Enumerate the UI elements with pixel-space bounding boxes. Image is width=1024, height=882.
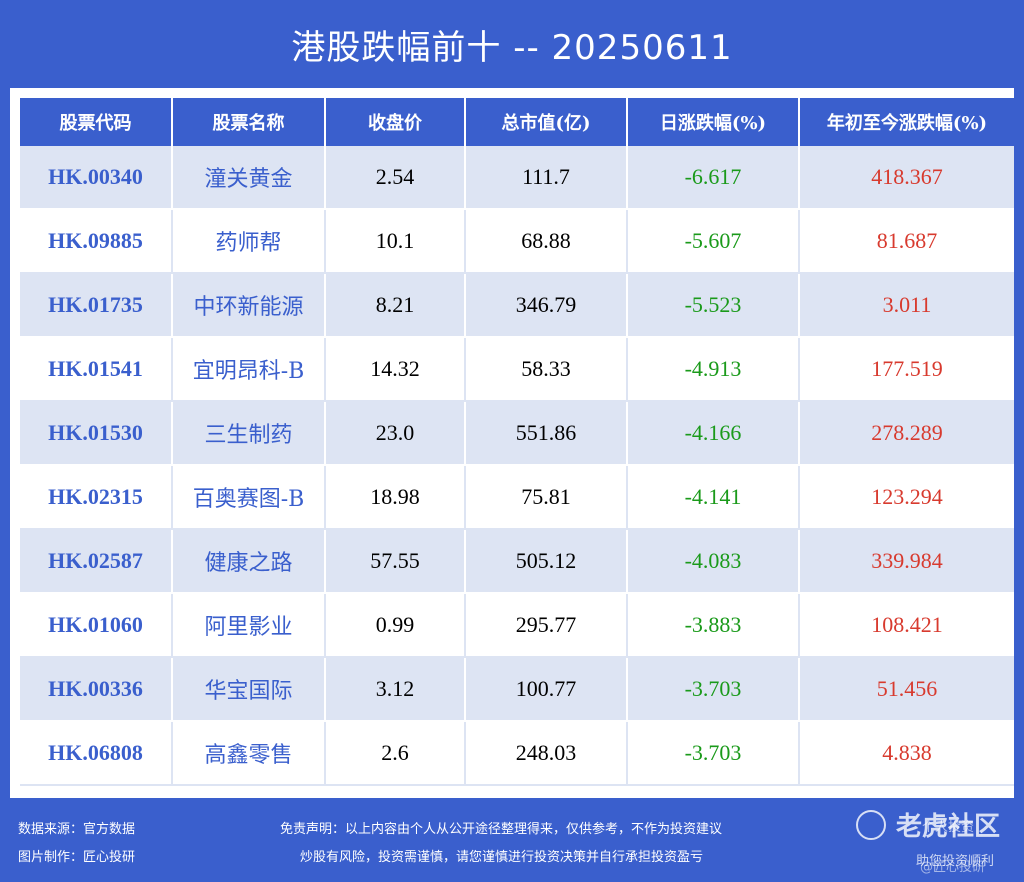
- stock-code: HK.02315: [20, 466, 173, 530]
- ytd-change: 418.367: [800, 146, 1014, 210]
- table-row: HK.06808 高鑫零售 2.6 248.03 -3.703 4.838: [20, 722, 1014, 786]
- disclaimer-line-1: 免责声明：以上内容由个人从公开途径整理得来，仅供参考，不作为投资建议: [280, 822, 723, 837]
- column-header-name: 股票名称: [173, 98, 326, 146]
- close-price: 23.0: [326, 402, 466, 466]
- stock-name: 阿里影业: [173, 594, 326, 658]
- table-row: HK.01541 宜明昂科-B 14.32 58.33 -4.913 177.5…: [20, 338, 1014, 402]
- stock-code: HK.01735: [20, 274, 173, 338]
- ytd-change: 108.421: [800, 594, 1014, 658]
- day-change: -4.913: [628, 338, 800, 402]
- close-price: 18.98: [326, 466, 466, 530]
- market-cap: 505.12: [466, 530, 628, 594]
- day-change: -5.607: [628, 210, 800, 274]
- stock-code: HK.01541: [20, 338, 173, 402]
- watermark-subtext: 个人投资: [922, 820, 975, 835]
- ytd-change: 123.294: [800, 466, 1014, 530]
- market-cap: 551.86: [466, 402, 628, 466]
- tiger-logo-icon: [856, 810, 886, 840]
- page-title: 港股跌幅前十 -- 20250611: [291, 27, 733, 68]
- disclaimer-line-2: 炒股有风险，投资需谨慎，请您谨慎进行投资决策并自行承担投资盈亏: [300, 850, 704, 865]
- watermark: 个人投资 老虎社区 助您投资顺利 @匠心投研: [856, 804, 1016, 875]
- ytd-change: 81.687: [800, 210, 1014, 274]
- day-change: -3.883: [628, 594, 800, 658]
- market-cap: 68.88: [466, 210, 628, 274]
- table-row: HK.02315 百奥赛图-B 18.98 75.81 -4.141 123.2…: [20, 466, 1014, 530]
- stock-name: 高鑫零售: [173, 722, 326, 786]
- watermark-slogan: 助您投资顺利: [916, 854, 995, 869]
- stock-code: HK.01530: [20, 402, 173, 466]
- close-price: 8.21: [326, 274, 466, 338]
- stock-name: 三生制药: [173, 402, 326, 466]
- day-change: -3.703: [628, 658, 800, 722]
- stock-name: 潼关黄金: [173, 146, 326, 210]
- ytd-change: 177.519: [800, 338, 1014, 402]
- day-change: -5.523: [628, 274, 800, 338]
- stock-code: HK.00336: [20, 658, 173, 722]
- market-cap: 58.33: [466, 338, 628, 402]
- close-price: 2.54: [326, 146, 466, 210]
- ytd-change: 3.011: [800, 274, 1014, 338]
- ytd-change: 278.289: [800, 402, 1014, 466]
- footer: 数据来源：官方数据 图片制作：匠心投研 免责声明：以上内容由个人从公开途径整理得…: [0, 798, 1024, 882]
- close-price: 0.99: [326, 594, 466, 658]
- day-change: -3.703: [628, 722, 800, 786]
- ytd-change: 4.838: [800, 722, 1014, 786]
- table-row: HK.01530 三生制药 23.0 551.86 -4.166 278.289: [20, 402, 1014, 466]
- stock-name: 百奥赛图-B: [173, 466, 326, 530]
- market-cap: 346.79: [466, 274, 628, 338]
- close-price: 2.6: [326, 722, 466, 786]
- table-row: HK.09885 药师帮 10.1 68.88 -5.607 81.687: [20, 210, 1014, 274]
- watermark-brand: 老虎社区: [896, 812, 1001, 842]
- table-row: HK.00336 华宝国际 3.12 100.77 -3.703 51.456: [20, 658, 1014, 722]
- stock-code: HK.09885: [20, 210, 173, 274]
- close-price: 57.55: [326, 530, 466, 594]
- market-cap: 100.77: [466, 658, 628, 722]
- stock-code: HK.00340: [20, 146, 173, 210]
- day-change: -4.083: [628, 530, 800, 594]
- stock-table: 股票代码 股票名称 收盘价 总市值(亿) 日涨跌幅(%) 年初至今涨跌幅(%) …: [20, 98, 1014, 786]
- column-header-code: 股票代码: [20, 98, 173, 146]
- table-header-row: 股票代码 股票名称 收盘价 总市值(亿) 日涨跌幅(%) 年初至今涨跌幅(%): [20, 98, 1014, 146]
- table-row: HK.02587 健康之路 57.55 505.12 -4.083 339.98…: [20, 530, 1014, 594]
- stock-code: HK.01060: [20, 594, 173, 658]
- column-header-day-change: 日涨跌幅(%): [628, 98, 800, 146]
- image-maker-text: 图片制作：匠心投研: [18, 850, 136, 865]
- market-cap: 111.7: [466, 146, 628, 210]
- close-price: 3.12: [326, 658, 466, 722]
- close-price: 10.1: [326, 210, 466, 274]
- day-change: -4.166: [628, 402, 800, 466]
- stock-name: 华宝国际: [173, 658, 326, 722]
- table-panel: 股票代码 股票名称 收盘价 总市值(亿) 日涨跌幅(%) 年初至今涨跌幅(%) …: [10, 88, 1014, 798]
- market-cap: 75.81: [466, 466, 628, 530]
- data-source-text: 数据来源：官方数据: [18, 822, 136, 837]
- table-row: HK.01735 中环新能源 8.21 346.79 -5.523 3.011: [20, 274, 1014, 338]
- ytd-change: 339.984: [800, 530, 1014, 594]
- stock-code: HK.06808: [20, 722, 173, 786]
- column-header-close: 收盘价: [326, 98, 466, 146]
- close-price: 14.32: [326, 338, 466, 402]
- market-cap: 248.03: [466, 722, 628, 786]
- stock-name: 宜明昂科-B: [173, 338, 326, 402]
- table-row: HK.00340 潼关黄金 2.54 111.7 -6.617 418.367: [20, 146, 1014, 210]
- stock-name: 中环新能源: [173, 274, 326, 338]
- ytd-change: 51.456: [800, 658, 1014, 722]
- day-change: -6.617: [628, 146, 800, 210]
- market-cap: 295.77: [466, 594, 628, 658]
- stock-name: 药师帮: [173, 210, 326, 274]
- watermark-handle: @匠心投研: [920, 860, 986, 875]
- stock-code: HK.02587: [20, 530, 173, 594]
- day-change: -4.141: [628, 466, 800, 530]
- table-row: HK.01060 阿里影业 0.99 295.77 -3.883 108.421: [20, 594, 1014, 658]
- column-header-market-cap: 总市值(亿): [466, 98, 628, 146]
- column-header-ytd-change: 年初至今涨跌幅(%): [800, 98, 1014, 146]
- stock-name: 健康之路: [173, 530, 326, 594]
